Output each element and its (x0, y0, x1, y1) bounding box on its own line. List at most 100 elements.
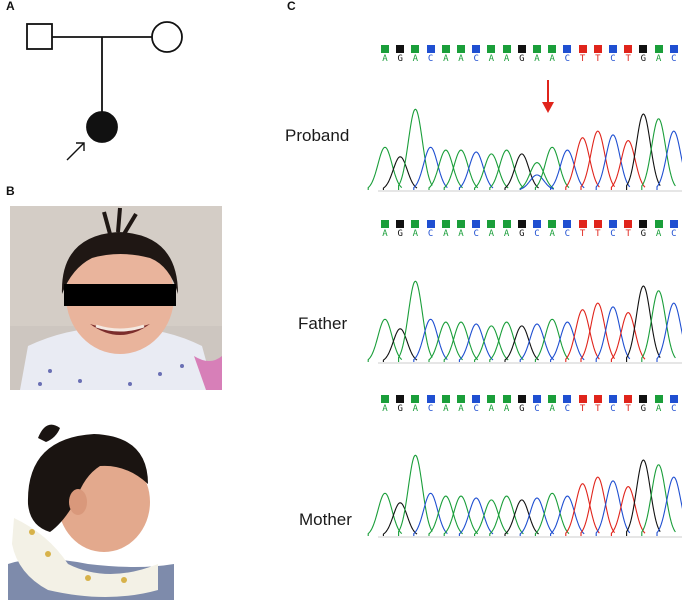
base-cell: A (454, 220, 468, 240)
chromatogram-peak (474, 325, 509, 362)
base-quality-square (639, 220, 648, 228)
chromatogram-peak (626, 459, 661, 536)
base-cell: C (424, 220, 438, 240)
base-letter: C (610, 54, 616, 64)
base-cell: A (378, 45, 392, 65)
base-letter: G (640, 404, 647, 414)
base-cell: A (652, 45, 666, 65)
chromatogram-peak (534, 146, 570, 190)
base-letter: A (503, 229, 510, 239)
base-letter: A (655, 54, 662, 64)
base-letter: A (503, 54, 510, 64)
base-letter: A (549, 54, 555, 64)
base-letter: T (595, 404, 601, 414)
base-cell: C (530, 395, 544, 415)
base-cell: T (576, 395, 590, 415)
base-cell: T (621, 45, 635, 65)
chromatogram-peak (474, 153, 509, 190)
chromatogram-peak (610, 312, 646, 362)
mother-symbol (151, 21, 183, 53)
mutation-arrow-icon (542, 80, 554, 113)
base-quality-square (593, 220, 602, 228)
chromatogram-peak (550, 321, 585, 362)
chromatogram-peak (428, 321, 463, 362)
chromatogram-peak (656, 302, 682, 362)
base-letter: C (671, 54, 677, 64)
base-letter: C (671, 229, 677, 239)
base-cell: C (667, 220, 681, 240)
base-cell: C (667, 45, 681, 65)
base-quality-square (669, 45, 678, 53)
base-cell: C (606, 395, 620, 415)
base-cell: A (484, 395, 498, 415)
base-quality-square (426, 395, 435, 403)
chromatogram-peak (367, 492, 403, 536)
base-quality-square (639, 45, 648, 53)
chromatogram-peak (443, 495, 479, 536)
base-letter: C (610, 404, 616, 414)
base-quality-square (533, 220, 541, 228)
trace-label-father: Father (298, 314, 348, 333)
base-letter: G (519, 54, 525, 64)
chromatogram-peak (534, 492, 570, 536)
chromatogram-peak (641, 290, 676, 362)
base-quality-square (441, 220, 450, 228)
chromatogram-peak (489, 149, 524, 190)
base-quality-square (609, 395, 617, 403)
base-letter: A (412, 229, 419, 239)
chromatogram-peak (580, 302, 616, 362)
base-quality-square (426, 45, 435, 53)
base-quality-square (411, 395, 420, 403)
base-quality-square (381, 45, 389, 53)
base-letter: G (519, 404, 525, 414)
chromatogram-peak (519, 497, 555, 536)
base-quality-square (548, 220, 557, 228)
chromatogram-peak (367, 318, 403, 362)
base-quality-square (669, 220, 678, 228)
base-quality-square (609, 220, 617, 228)
base-letter: T (579, 404, 586, 414)
base-cell: C (606, 45, 620, 65)
base-letter: T (595, 54, 601, 64)
chromatogram-peak (626, 113, 661, 190)
chromatogram-peak (550, 149, 585, 190)
chromatogram-peak (656, 130, 682, 190)
base-quality-square (381, 220, 389, 228)
chromatogram-father (367, 280, 682, 364)
base-letter: A (549, 229, 555, 239)
chromatogram-peak (458, 497, 494, 536)
base-letter: A (655, 404, 662, 414)
base-quality-square (487, 45, 496, 53)
base-quality-square (411, 45, 420, 53)
chromatogram-peak (428, 495, 463, 536)
base-quality-square (517, 220, 526, 228)
panel-label-a: A (6, 0, 15, 13)
base-cell: G (515, 220, 529, 240)
base-quality-square (472, 220, 481, 228)
base-cell: A (652, 395, 666, 415)
base-quality-square (487, 395, 496, 403)
base-letter: T (625, 54, 631, 64)
base-cell: T (576, 45, 590, 65)
base-cell: C (667, 395, 681, 415)
base-cell: C (424, 45, 438, 65)
base-quality-square (457, 45, 465, 53)
base-cell: A (439, 220, 453, 240)
base-letter: A (503, 404, 510, 414)
chromatogram-peak (656, 476, 682, 536)
base-cell: A (500, 45, 514, 65)
chromatogram-peak (443, 321, 479, 362)
base-quality-square (487, 220, 496, 228)
base-cell: A (530, 45, 544, 65)
base-cell: A (484, 45, 498, 65)
base-letter: T (579, 229, 586, 239)
base-cell: A (378, 220, 392, 240)
base-cell: A (484, 220, 498, 240)
base-cell: C (530, 220, 544, 240)
base-letter: C (534, 229, 540, 239)
base-cell: T (591, 220, 605, 240)
base-letter: C (564, 404, 571, 414)
base-quality-square (533, 395, 541, 403)
base-quality-square (578, 45, 587, 53)
